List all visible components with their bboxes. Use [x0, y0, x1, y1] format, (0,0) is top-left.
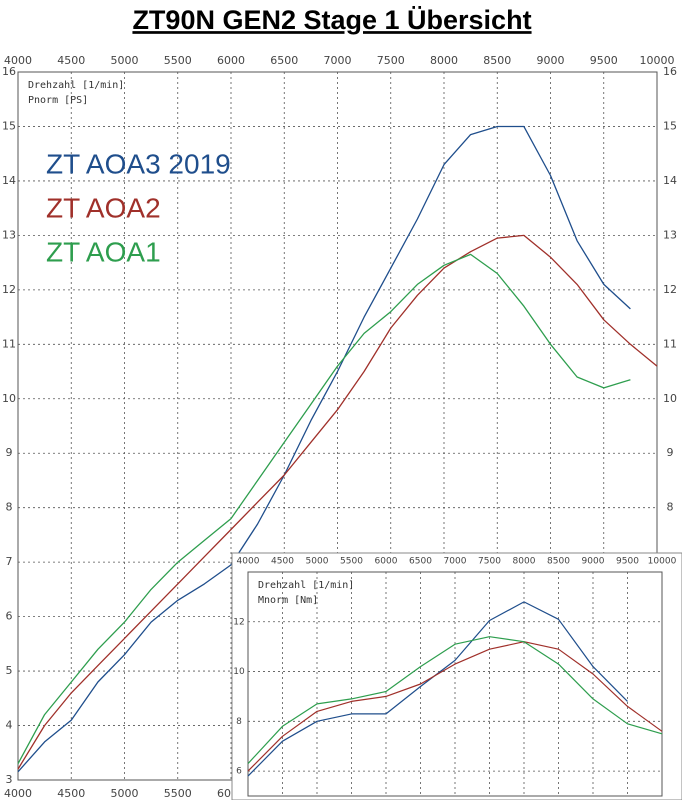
y-tick-label: 15 — [663, 119, 677, 132]
y-tick-label: 12 — [2, 283, 16, 296]
x-tick-label: 7500 — [478, 557, 501, 567]
x-tick-label: 4500 — [271, 557, 294, 567]
y-tick-label: 6 — [236, 767, 242, 777]
y-tick-label: 8 — [6, 501, 13, 514]
x-tick-label: 4500 — [57, 787, 85, 800]
series-line — [247, 641, 663, 772]
y-tick-label: 6 — [6, 610, 13, 623]
x-tick-label: 6000 — [375, 557, 398, 567]
x-tick-label: 5500 — [164, 54, 192, 67]
legend-entry: ZT AOA3 2019 — [46, 148, 231, 179]
x-axis-label: Drehzahl [1/min] — [258, 580, 354, 591]
chart-title: ZT90N GEN2 Stage 1 Übersicht — [132, 5, 531, 35]
x-tick-label: 9000 — [537, 54, 565, 67]
y-tick-label: 4 — [6, 719, 13, 732]
x-axis-label: Drehzahl [1/min] — [28, 80, 124, 91]
y-tick-label: 14 — [2, 174, 16, 187]
inset-background — [231, 552, 682, 800]
x-tick-label: 5000 — [306, 557, 329, 567]
x-tick-label: 7000 — [324, 54, 352, 67]
y-tick-label: 13 — [663, 228, 677, 241]
legend-entry: ZT AOA1 — [46, 236, 161, 267]
y-axis-label: Mnorm [Nm] — [258, 595, 318, 606]
x-tick-label: 4000 — [4, 787, 32, 800]
x-tick-label: 5000 — [111, 54, 139, 67]
y-tick-label: 14 — [663, 174, 677, 187]
series-line — [17, 253, 631, 765]
y-tick-label: 9 — [667, 446, 674, 459]
x-tick-label: 5500 — [164, 787, 192, 800]
y-tick-label: 11 — [2, 337, 16, 350]
x-tick-label: 8500 — [547, 557, 570, 567]
x-tick-label: 8500 — [483, 54, 511, 67]
x-tick-label: 9500 — [616, 557, 639, 567]
y-tick-label: 10 — [233, 667, 245, 677]
y-tick-label: 12 — [233, 617, 244, 627]
y-tick-label: 16 — [2, 65, 16, 78]
x-tick-label: 9500 — [590, 54, 618, 67]
legend-entry: ZT AOA2 — [46, 192, 161, 223]
y-tick-label: 16 — [663, 65, 677, 78]
x-tick-label: 7000 — [444, 557, 467, 567]
y-tick-label: 10 — [2, 392, 16, 405]
x-tick-label: 10000 — [640, 54, 675, 67]
x-tick-label: 4000 — [237, 557, 260, 567]
x-tick-label: 6500 — [409, 557, 432, 567]
x-tick-label: 8000 — [430, 54, 458, 67]
y-tick-label: 3 — [6, 773, 13, 786]
y-tick-label: 8 — [236, 717, 242, 727]
y-tick-label: 13 — [2, 228, 16, 241]
x-tick-label: 9000 — [582, 557, 605, 567]
y-tick-label: 9 — [6, 446, 13, 459]
x-tick-label: 5500 — [340, 557, 363, 567]
x-tick-label: 4000 — [4, 54, 32, 67]
x-tick-label: 10000 — [648, 557, 677, 567]
y-tick-label: 12 — [663, 283, 677, 296]
y-axis-label: Pnorm [PS] — [28, 95, 88, 106]
x-tick-label: 6500 — [270, 54, 298, 67]
x-tick-label: 4500 — [57, 54, 85, 67]
series-line — [247, 636, 663, 765]
y-tick-label: 7 — [6, 555, 13, 568]
x-tick-label: 7500 — [377, 54, 405, 67]
x-tick-label: 5000 — [111, 787, 139, 800]
y-tick-label: 15 — [2, 119, 16, 132]
y-tick-label: 8 — [667, 501, 674, 514]
y-tick-label: 10 — [663, 392, 677, 405]
y-tick-label: 11 — [663, 337, 677, 350]
x-tick-label: 8000 — [513, 557, 536, 567]
x-tick-label: 6000 — [217, 54, 245, 67]
series-line — [17, 234, 658, 770]
series-line — [17, 125, 631, 773]
y-tick-label: 5 — [6, 664, 13, 677]
